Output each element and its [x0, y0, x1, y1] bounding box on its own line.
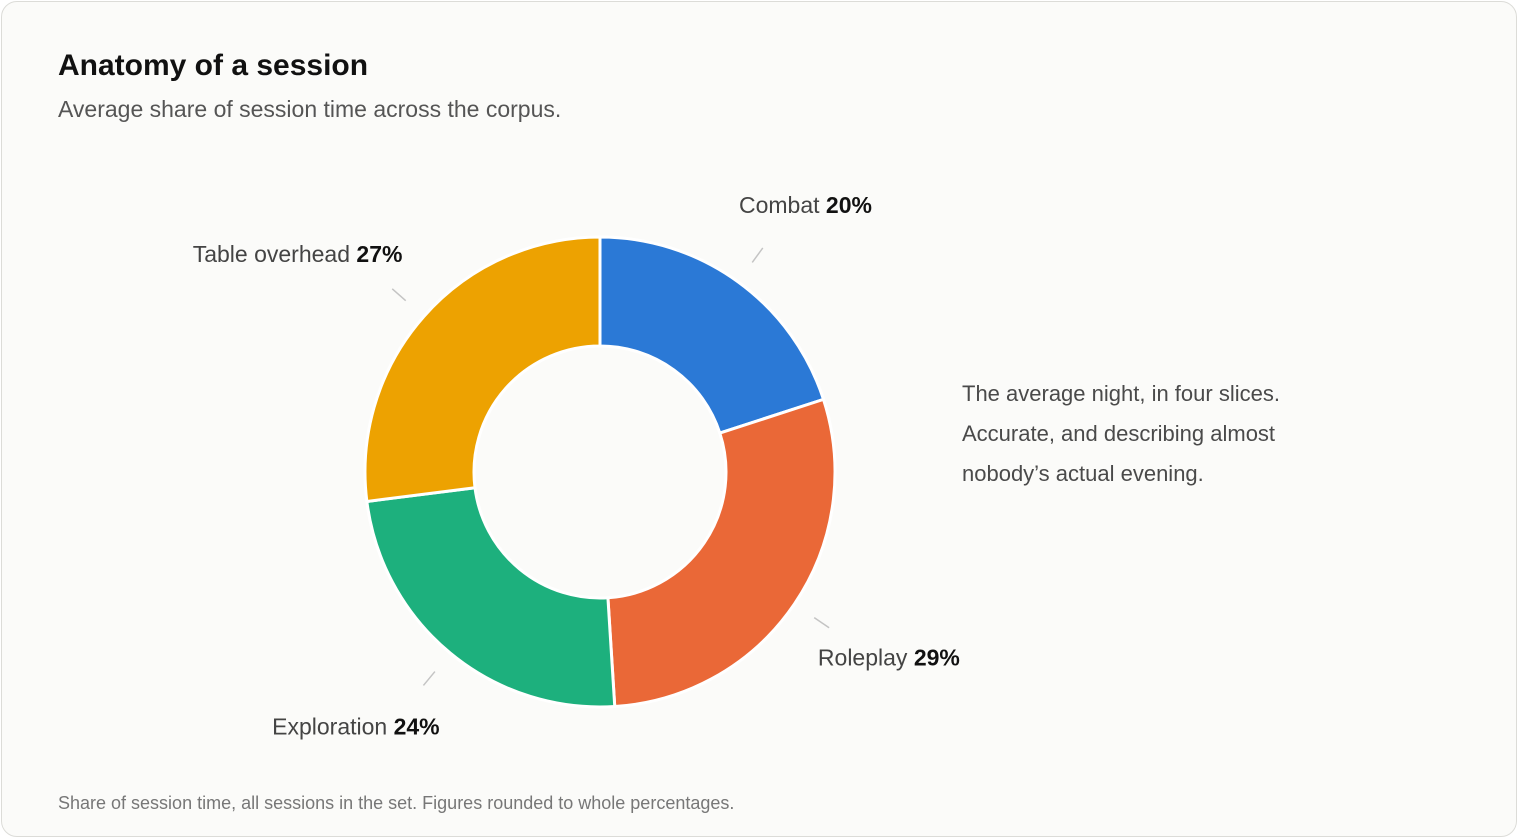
leader-line-exploration — [422, 671, 436, 686]
chart-title: Anatomy of a session — [58, 49, 369, 82]
leader-line-combat — [751, 247, 764, 263]
chart-note: The average night, in four slices. Accur… — [962, 374, 1322, 494]
slice-value: 27% — [356, 241, 402, 267]
note-line: nobody’s actual evening. — [962, 461, 1204, 486]
slice-roleplay — [606, 397, 837, 709]
slice-value: 29% — [914, 644, 960, 670]
slice-name: Exploration — [272, 713, 393, 739]
leader-line-table-overhead — [391, 288, 407, 302]
slice-label-table-overhead: Table overhead 27% — [193, 241, 403, 267]
slice-label-combat: Combat 20% — [739, 192, 872, 218]
chart-footnote: Share of session time, all sessions in t… — [58, 793, 735, 813]
slice-label-roleplay: Roleplay 29% — [818, 644, 960, 670]
slice-exploration — [365, 486, 617, 709]
leader-line-roleplay — [813, 616, 830, 629]
note-line: The average night, in four slices. — [962, 381, 1280, 406]
slice-name: Roleplay — [818, 644, 914, 670]
slice-value: 20% — [826, 192, 872, 218]
slice-table-overhead — [363, 235, 602, 503]
chart-subtitle: Average share of session time across the… — [58, 96, 562, 122]
slice-combat — [598, 235, 825, 435]
slice-name: Combat — [739, 192, 826, 218]
slice-label-exploration: Exploration 24% — [272, 713, 440, 739]
note-line: Accurate, and describing almost — [962, 421, 1276, 446]
slice-value: 24% — [394, 713, 440, 739]
slice-name: Table overhead — [193, 241, 357, 267]
